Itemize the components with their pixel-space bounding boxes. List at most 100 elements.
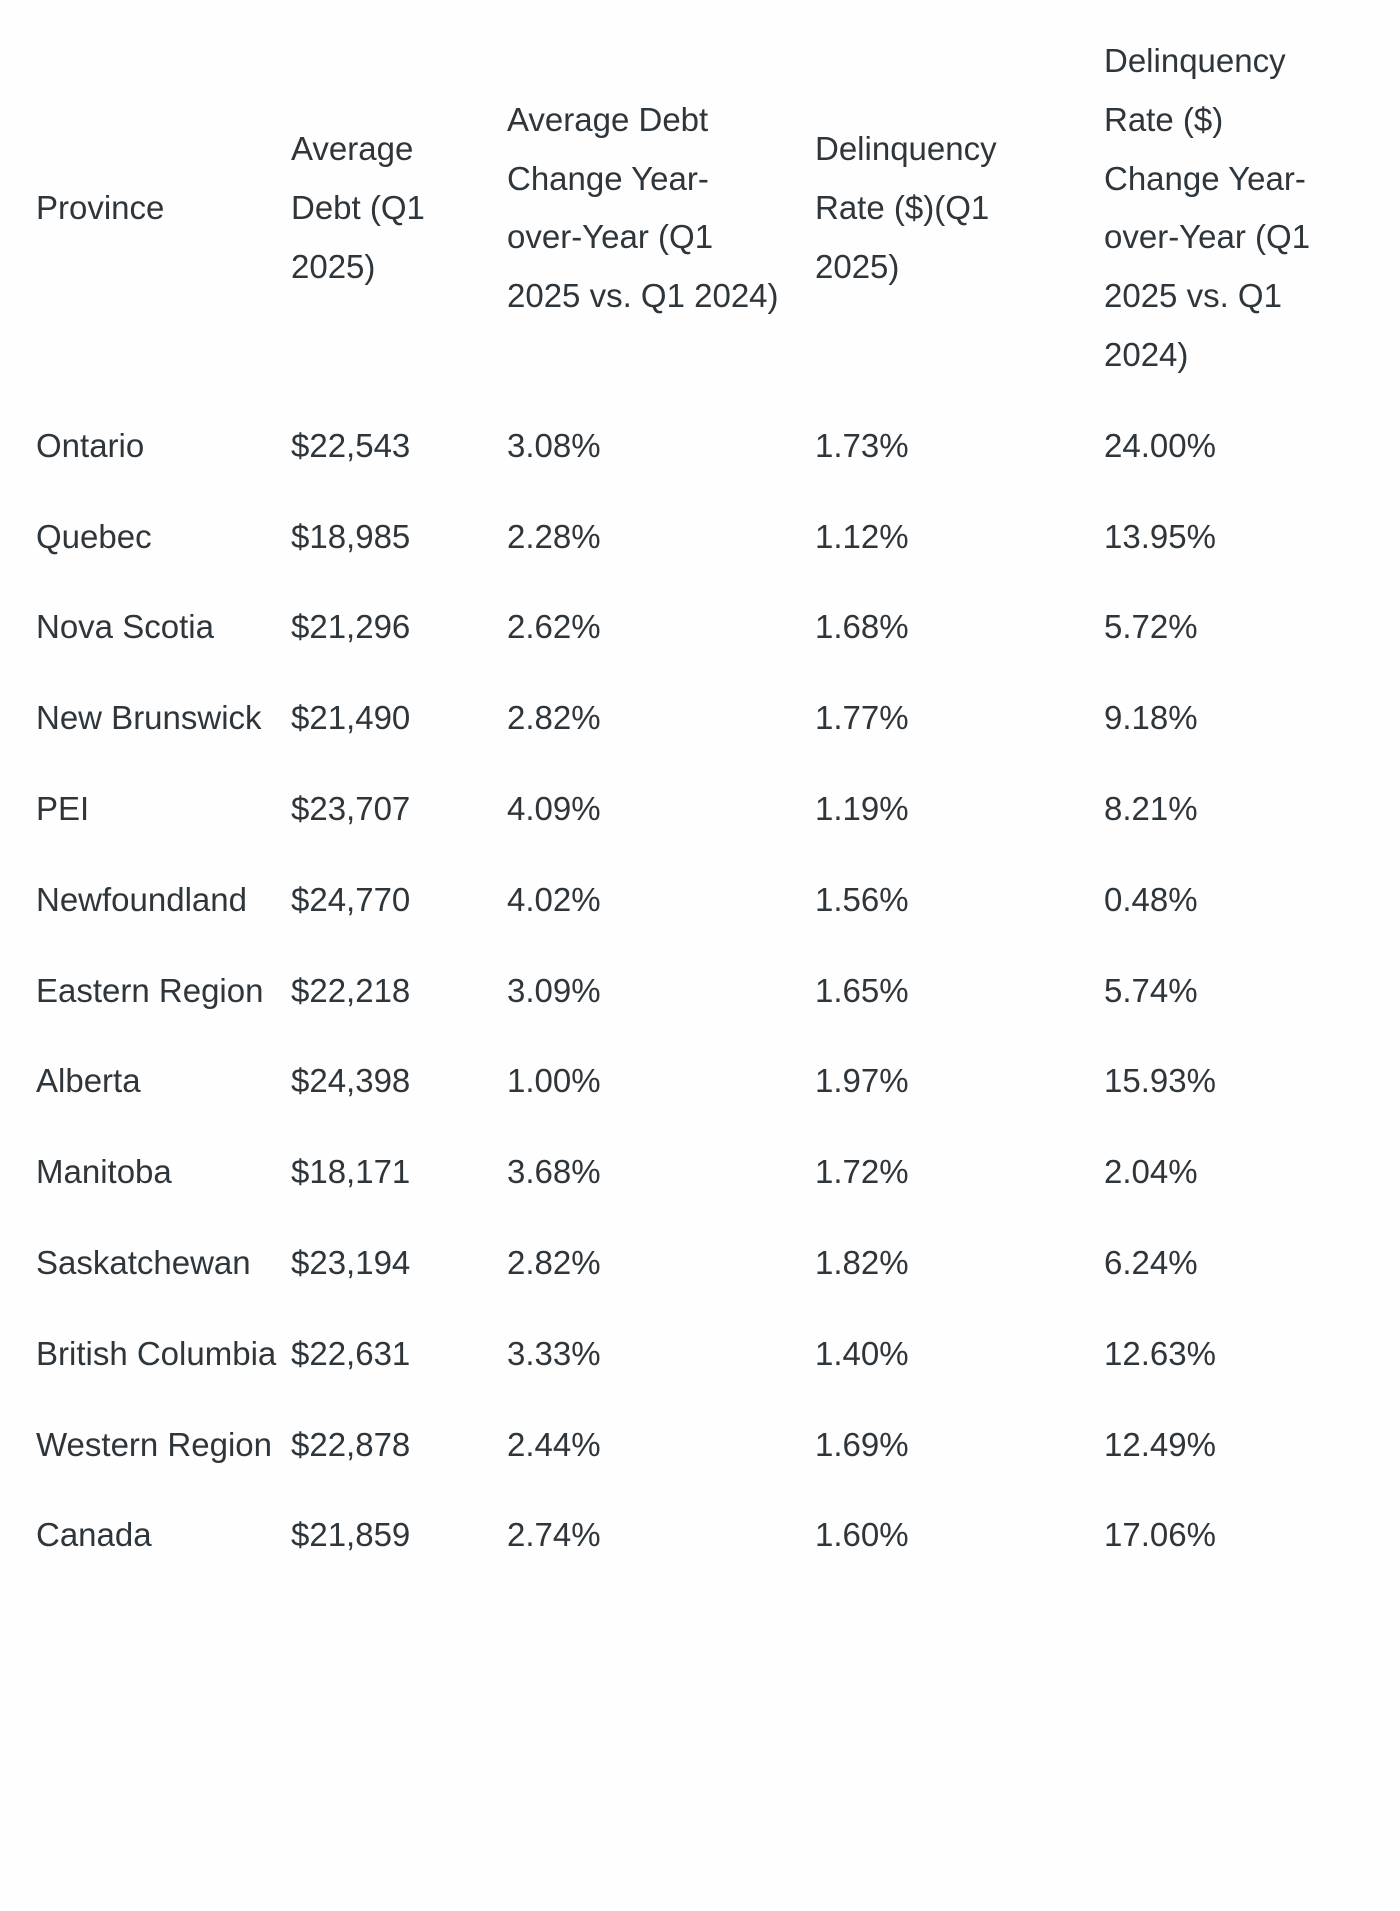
province-value: Newfoundland bbox=[36, 880, 247, 918]
cell-delinquency-rate: 1.72% bbox=[815, 1127, 1104, 1218]
table-row: Newfoundland $24,770 4.02% 1.56% 0.48% bbox=[36, 855, 1376, 946]
cell-average-debt: $21,490 bbox=[291, 673, 507, 764]
delinquency-rate-value: 1.68% bbox=[815, 608, 909, 646]
cell-province: Newfoundland bbox=[36, 855, 291, 946]
delinquency-rate-value: 1.65% bbox=[815, 971, 909, 1009]
cell-average-debt-change: 2.28% bbox=[507, 492, 815, 583]
cell-average-debt: $22,878 bbox=[291, 1400, 507, 1491]
cell-delinquency-rate-change: 13.95% bbox=[1104, 492, 1376, 583]
cell-delinquency-rate: 1.82% bbox=[815, 1218, 1104, 1309]
average-debt-value: $18,985 bbox=[291, 517, 411, 555]
province-value: Nova Scotia bbox=[36, 608, 214, 646]
cell-delinquency-rate: 1.73% bbox=[815, 401, 1104, 492]
delinquency-rate-change-value: 17.06% bbox=[1104, 1516, 1216, 1554]
average-debt-value: $22,543 bbox=[291, 426, 411, 464]
cell-average-debt-change: 4.09% bbox=[507, 764, 815, 855]
header-delinquency-rate-change-label: Delinquency Rate ($) Change Year-over-Ye… bbox=[1104, 42, 1311, 373]
cell-delinquency-rate: 1.69% bbox=[815, 1400, 1104, 1491]
average-debt-value: $21,296 bbox=[291, 608, 411, 646]
province-value: Alberta bbox=[36, 1062, 141, 1100]
table-row: Quebec $18,985 2.28% 1.12% 13.95% bbox=[36, 492, 1376, 583]
average-debt-change-value: 3.33% bbox=[507, 1334, 601, 1372]
delinquency-rate-change-value: 6.24% bbox=[1104, 1243, 1198, 1281]
cell-delinquency-rate-change: 24.00% bbox=[1104, 401, 1376, 492]
average-debt-change-value: 2.82% bbox=[507, 1243, 601, 1281]
cell-delinquency-rate-change: 17.06% bbox=[1104, 1490, 1376, 1581]
average-debt-value: $21,859 bbox=[291, 1516, 411, 1554]
delinquency-rate-change-value: 9.18% bbox=[1104, 699, 1198, 737]
average-debt-change-value: 2.62% bbox=[507, 608, 601, 646]
cell-delinquency-rate-change: 12.49% bbox=[1104, 1400, 1376, 1491]
delinquency-rate-value: 1.72% bbox=[815, 1153, 909, 1191]
average-debt-change-value: 4.02% bbox=[507, 880, 601, 918]
cell-delinquency-rate: 1.68% bbox=[815, 582, 1104, 673]
cell-delinquency-rate-change: 6.24% bbox=[1104, 1218, 1376, 1309]
table-row: Manitoba $18,171 3.68% 1.72% 2.04% bbox=[36, 1127, 1376, 1218]
average-debt-change-value: 2.44% bbox=[507, 1425, 601, 1463]
header-average-debt-change-label: Average Debt Change Year-over-Year (Q1 2… bbox=[507, 100, 779, 315]
cell-delinquency-rate-change: 2.04% bbox=[1104, 1127, 1376, 1218]
delinquency-rate-value: 1.60% bbox=[815, 1516, 909, 1554]
delinquency-rate-change-value: 12.49% bbox=[1104, 1425, 1216, 1463]
delinquency-rate-value: 1.97% bbox=[815, 1062, 909, 1100]
cell-average-debt: $21,296 bbox=[291, 582, 507, 673]
province-value: New Brunswick bbox=[36, 699, 262, 737]
province-value: Western Region bbox=[36, 1425, 273, 1463]
header-delinquency-rate-change: Delinquency Rate ($) Change Year-over-Ye… bbox=[1104, 16, 1376, 401]
cell-province: British Columbia bbox=[36, 1309, 291, 1400]
header-row: Province Average Debt (Q1 2025) Average … bbox=[36, 16, 1376, 401]
cell-delinquency-rate: 1.60% bbox=[815, 1490, 1104, 1581]
average-debt-change-value: 2.82% bbox=[507, 699, 601, 737]
table-row: New Brunswick $21,490 2.82% 1.77% 9.18% bbox=[36, 673, 1376, 764]
province-value: Canada bbox=[36, 1516, 152, 1554]
table-row: Alberta $24,398 1.00% 1.97% 15.93% bbox=[36, 1036, 1376, 1127]
cell-average-debt: $23,194 bbox=[291, 1218, 507, 1309]
cell-province: Nova Scotia bbox=[36, 582, 291, 673]
province-value: Ontario bbox=[36, 426, 145, 464]
average-debt-value: $22,878 bbox=[291, 1425, 411, 1463]
cell-delinquency-rate: 1.19% bbox=[815, 764, 1104, 855]
province-value: British Columbia bbox=[36, 1334, 277, 1372]
cell-average-debt: $21,859 bbox=[291, 1490, 507, 1581]
header-average-debt: Average Debt (Q1 2025) bbox=[291, 16, 507, 401]
cell-province: Ontario bbox=[36, 401, 291, 492]
average-debt-value: $21,490 bbox=[291, 699, 411, 737]
cell-average-debt: $22,218 bbox=[291, 946, 507, 1037]
cell-average-debt-change: 3.09% bbox=[507, 946, 815, 1037]
cell-average-debt: $24,770 bbox=[291, 855, 507, 946]
table-row: Western Region $22,878 2.44% 1.69% 12.49% bbox=[36, 1400, 1376, 1491]
header-province-label: Province bbox=[36, 188, 165, 226]
cell-delinquency-rate: 1.77% bbox=[815, 673, 1104, 764]
delinquency-rate-value: 1.82% bbox=[815, 1243, 909, 1281]
average-debt-value: $22,631 bbox=[291, 1334, 411, 1372]
average-debt-change-value: 2.74% bbox=[507, 1516, 601, 1554]
cell-delinquency-rate: 1.40% bbox=[815, 1309, 1104, 1400]
cell-delinquency-rate: 1.97% bbox=[815, 1036, 1104, 1127]
cell-average-debt: $18,985 bbox=[291, 492, 507, 583]
delinquency-rate-change-value: 24.00% bbox=[1104, 426, 1216, 464]
cell-province: Eastern Region bbox=[36, 946, 291, 1037]
cell-delinquency-rate: 1.56% bbox=[815, 855, 1104, 946]
table-row: Nova Scotia $21,296 2.62% 1.68% 5.72% bbox=[36, 582, 1376, 673]
average-debt-change-value: 4.09% bbox=[507, 789, 601, 827]
table-row: Ontario $22,543 3.08% 1.73% 24.00% bbox=[36, 401, 1376, 492]
average-debt-value: $24,770 bbox=[291, 880, 411, 918]
cell-delinquency-rate-change: 15.93% bbox=[1104, 1036, 1376, 1127]
cell-average-debt-change: 2.74% bbox=[507, 1490, 815, 1581]
delinquency-rate-value: 1.69% bbox=[815, 1425, 909, 1463]
cell-province: Saskatchewan bbox=[36, 1218, 291, 1309]
cell-delinquency-rate-change: 12.63% bbox=[1104, 1309, 1376, 1400]
delinquency-rate-value: 1.56% bbox=[815, 880, 909, 918]
table-row: Eastern Region $22,218 3.09% 1.65% 5.74% bbox=[36, 946, 1376, 1037]
cell-average-debt: $22,543 bbox=[291, 401, 507, 492]
cell-average-debt-change: 2.44% bbox=[507, 1400, 815, 1491]
table-row: British Columbia $22,631 3.33% 1.40% 12.63% bbox=[36, 1309, 1376, 1400]
province-value: Manitoba bbox=[36, 1153, 172, 1191]
province-value: PEI bbox=[36, 789, 90, 827]
cell-delinquency-rate-change: 8.21% bbox=[1104, 764, 1376, 855]
cell-delinquency-rate-change: 5.74% bbox=[1104, 946, 1376, 1037]
delinquency-rate-change-value: 5.74% bbox=[1104, 971, 1198, 1009]
province-value: Saskatchewan bbox=[36, 1243, 251, 1281]
delinquency-rate-change-value: 0.48% bbox=[1104, 880, 1198, 918]
average-debt-value: $24,398 bbox=[291, 1062, 411, 1100]
